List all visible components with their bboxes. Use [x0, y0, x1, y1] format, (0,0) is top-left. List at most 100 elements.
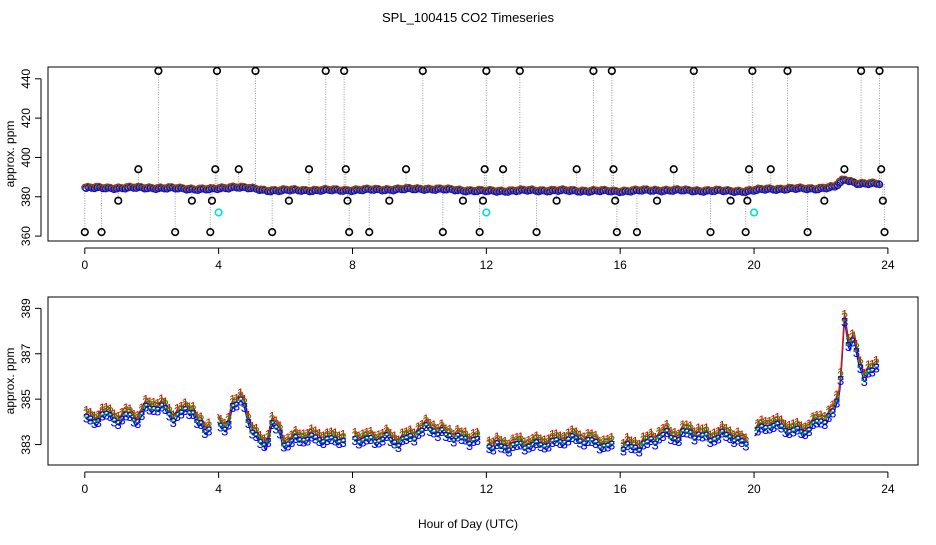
- series-marker: 1: [359, 427, 366, 442]
- series-marker: 2: [636, 440, 643, 455]
- series-marker: 2: [576, 430, 583, 445]
- series-marker: 3: [529, 439, 536, 454]
- series-marker: 3: [849, 334, 856, 349]
- series-marker: 2: [679, 420, 686, 435]
- outlier-point: [234, 165, 243, 174]
- series-marker: 1: [158, 392, 165, 407]
- series-marker: 1: [628, 433, 635, 448]
- series-marker: 2: [865, 360, 872, 375]
- series-marker: 1: [336, 428, 343, 443]
- series-marker: 1: [667, 424, 674, 439]
- outlier-point: [706, 228, 715, 237]
- series-marker: 3: [758, 420, 765, 435]
- bottom-panel-y-axis: 383 385 387 389: [19, 298, 42, 455]
- series-marker: 2: [873, 356, 880, 371]
- series-marker: 1: [415, 420, 422, 435]
- series-marker: 3: [395, 440, 402, 455]
- series-marker: 2: [813, 411, 820, 426]
- outlier-point: [134, 165, 143, 174]
- series-marker: 3: [719, 426, 726, 441]
- series-marker: 1: [659, 421, 666, 436]
- series-marker: 2: [107, 404, 114, 419]
- series-marker: 3: [703, 428, 710, 443]
- series-marker: 1: [505, 437, 512, 452]
- series-marker: 2: [857, 356, 864, 371]
- series-marker: 3: [332, 434, 339, 449]
- series-marker: 1: [636, 437, 643, 452]
- series-marker: 3: [561, 437, 568, 452]
- series-marker: 1: [308, 422, 315, 437]
- series-marker: 3: [375, 435, 382, 450]
- series-marker: 1: [576, 428, 583, 443]
- series-marker: 2: [201, 421, 208, 436]
- series-marker: 3: [241, 400, 248, 415]
- series-marker: 3: [229, 400, 236, 415]
- series-marker: 1: [122, 401, 129, 416]
- outlier-point: [803, 228, 812, 237]
- series-marker: 3: [146, 402, 153, 417]
- series-marker: 2: [197, 412, 204, 427]
- series-marker: 3: [442, 429, 449, 444]
- series-marker: 2: [782, 420, 789, 435]
- series-marker: 3: [276, 426, 283, 441]
- series-marker: 2: [233, 394, 240, 409]
- series-marker: 2: [675, 429, 682, 444]
- series-marker: 3: [134, 416, 141, 431]
- series-marker: 3: [853, 345, 860, 360]
- series-marker: 2: [241, 395, 248, 410]
- y-tick-label: 387: [19, 343, 33, 363]
- series-marker: 1: [118, 405, 125, 420]
- series-marker: 3: [833, 395, 840, 410]
- series-marker: 3: [857, 361, 864, 376]
- series-marker: 3: [813, 416, 820, 431]
- series-marker: 1: [280, 432, 287, 447]
- series-marker: 1: [493, 430, 500, 445]
- outlier-point: [532, 228, 541, 237]
- outlier-point: [187, 196, 196, 205]
- series-marker: 2: [770, 415, 777, 430]
- series-marker: 2: [359, 429, 366, 444]
- outlier-point: [609, 165, 618, 174]
- series-marker: 2: [580, 432, 587, 447]
- series-marker: 3: [359, 434, 366, 449]
- series-marker: 1: [170, 407, 177, 422]
- outlier-point: [877, 165, 886, 174]
- series-marker: 2: [118, 408, 125, 423]
- series-marker: 2: [786, 421, 793, 436]
- series-marker: 1: [545, 432, 552, 447]
- series-marker: 3: [450, 435, 457, 450]
- outlier-point: [552, 196, 561, 205]
- series-marker: 2: [403, 427, 410, 442]
- series-marker: 1: [91, 408, 98, 423]
- series-marker: 3: [292, 431, 299, 446]
- series-marker: 2: [174, 404, 181, 419]
- x-tick-label: 16: [614, 482, 628, 496]
- x-tick-label: 24: [881, 482, 895, 496]
- series-marker: 2: [707, 430, 714, 445]
- series-marker: 1: [324, 425, 331, 440]
- x-tick-label: 16: [614, 258, 628, 272]
- series-line: [85, 321, 879, 454]
- series-marker: 2: [126, 404, 133, 419]
- series-marker: 2: [509, 434, 516, 449]
- series-marker: 1: [647, 426, 654, 441]
- series-marker: 1: [110, 407, 117, 422]
- series-marker: 1: [162, 394, 169, 409]
- series-marker: 1: [339, 427, 346, 442]
- series-marker: 2: [561, 432, 568, 447]
- series-marker: 1: [205, 416, 212, 431]
- series-marker: 3: [154, 404, 161, 419]
- outlier-point: [251, 66, 260, 76]
- outlier-point: [212, 66, 222, 76]
- series-marker: 1: [486, 433, 493, 448]
- x-tick-label: 20: [747, 482, 761, 496]
- series-marker: 1: [454, 422, 461, 437]
- series-marker: 2: [517, 432, 524, 447]
- series-marker: 3: [647, 433, 654, 448]
- x-axis-title: Hour of Day (UTC): [418, 517, 518, 531]
- series-marker: 3: [798, 426, 805, 441]
- series-marker: 1: [604, 432, 611, 447]
- series-marker: 3: [545, 439, 552, 454]
- series-marker: 1: [426, 416, 433, 431]
